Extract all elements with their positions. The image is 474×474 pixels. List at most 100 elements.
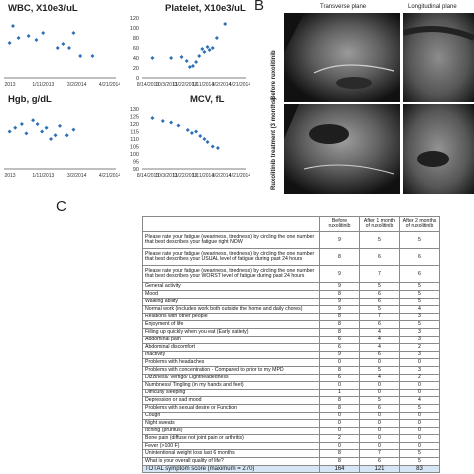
data-point: [24, 131, 29, 136]
table-row: Depression or sad mood 8 5 4: [142, 396, 440, 405]
table-row: Numbness/ Tingling (in my hands and feet…: [142, 381, 440, 390]
data-point: [169, 56, 174, 60]
symptom-score-cell: 2: [319, 434, 360, 443]
symptom-score-cell: 6: [359, 290, 400, 299]
data-point: [200, 47, 205, 51]
symptom-score-cell: 5: [399, 282, 440, 291]
symptom-label: Please rate your fatigue (weariness, tir…: [142, 231, 320, 250]
table-row: Abdominal pain 6 4 3: [142, 335, 440, 345]
symptom-score-cell: 3: [399, 335, 440, 345]
table-row: Night sweats 0 0 0: [142, 419, 440, 428]
x-tick-label: 10/3/2013: [155, 82, 177, 88]
symptom-score-cell: 8: [319, 290, 360, 299]
wbc-chart: 2013 1/11/2013 3/2/2014 4/21/2014: [4, 24, 120, 88]
table-row: Fever (>100 F) 0 0 0: [142, 441, 440, 451]
data-point: [66, 46, 71, 50]
table-row: Problems with concentration - Compared t…: [142, 365, 440, 375]
data-point: [190, 64, 195, 68]
table-row: Problems with headaches 0 0 0: [142, 358, 440, 367]
table-header-before: Before ruxolitinib: [319, 215, 360, 233]
symptom-score-cell: 5: [399, 457, 440, 466]
y-tick-label: 125: [130, 115, 139, 121]
y-tick-label: 130: [130, 107, 139, 113]
x-tick-label: 3/2/2014: [212, 173, 232, 179]
y-tick-label: 120: [130, 16, 139, 22]
y-tick-label: 95: [133, 160, 139, 166]
symptom-label: Itching (pruritus): [142, 426, 320, 436]
symptom-score-cell: 6: [359, 248, 400, 267]
data-point: [58, 123, 62, 128]
symptom-score-cell: 0: [399, 419, 440, 428]
symptom-score-cell: 8: [319, 403, 360, 413]
ultrasound-longitudinal-after: [403, 104, 474, 194]
symptom-score-cell: 9: [319, 350, 360, 360]
data-point: [207, 48, 212, 52]
symptom-score-cell: 0: [359, 388, 400, 398]
data-point: [55, 46, 60, 50]
symptom-score-cell: 8: [319, 457, 360, 466]
table-row: Cough 0 0 0: [142, 411, 440, 421]
data-point: [198, 134, 203, 138]
symptom-score-cell: 6: [359, 297, 400, 307]
symptom-score-cell: 5: [399, 320, 440, 329]
symptom-score-cell: 0: [359, 419, 400, 428]
y-tick-label: 115: [130, 130, 139, 136]
symptom-score-cell: 3: [399, 327, 440, 337]
symptom-score-cell: 5: [359, 282, 400, 291]
chart-title-wbc: WBC, X10e3/uL: [8, 3, 78, 14]
x-tick-label: 2013: [4, 82, 15, 88]
symptom-label: Enjoyment of life: [142, 320, 320, 329]
y-tick-label: 20: [133, 66, 139, 72]
symptom-score-cell: 7: [359, 449, 400, 459]
data-point: [210, 46, 215, 50]
symptom-score-cell: 9: [319, 305, 360, 314]
symptom-score-cell: 0: [359, 411, 400, 421]
table-body: Please rate your fatigue (weariness, tir…: [142, 231, 440, 474]
y-tick-label: 100: [130, 26, 139, 32]
x-tick-label: 3/2/2014: [67, 173, 87, 179]
x-tick-label: 11/22/2013: [172, 82, 197, 88]
table-row: Normal work (includes work both outside …: [142, 305, 440, 314]
symptom-score-cell: 0: [399, 358, 440, 367]
symptom-label: Problems with sexual desire or Function: [142, 403, 320, 413]
symptom-label: Problems with concentration - Compared t…: [142, 365, 320, 375]
symptom-label: Cough: [142, 411, 320, 421]
symptom-label: Normal work (includes work both outside …: [142, 305, 320, 314]
y-tick-label: 120: [130, 122, 139, 128]
ultrasound-longitudinal-before: [403, 13, 474, 102]
data-point: [210, 144, 215, 149]
data-point: [160, 119, 165, 123]
data-point: [40, 129, 45, 134]
x-tick-label: 11/22/2013: [172, 173, 197, 179]
chart-title-mcv: MCV, fL: [190, 94, 225, 105]
table-row: Abdominal discomfort 6 4 2: [142, 343, 440, 352]
us-row-label-after: Ruxolitinib treatment (3 months): [271, 97, 277, 190]
symptom-score-cell: 5: [359, 396, 400, 405]
data-point: [205, 45, 210, 49]
symptom-score-cell: 5: [359, 365, 400, 375]
symptom-score-cell: 6: [359, 320, 400, 329]
x-tick-label: 1/11/2013: [32, 173, 54, 179]
us-col-label-longitudinal: Longitudinal plane: [408, 4, 457, 10]
symptom-label: Abdominal discomfort: [142, 343, 320, 352]
table-row: Bone pain (diffuse not joint pain or art…: [142, 434, 440, 443]
symptom-score-cell: 5: [399, 231, 440, 250]
data-point: [197, 54, 202, 58]
symptom-label: Filling up quickly when you eat (Early s…: [142, 327, 320, 337]
data-point: [10, 24, 15, 28]
data-point: [150, 116, 155, 120]
symptom-label: Relations with other people: [142, 312, 320, 322]
x-tick-label: 8/14/2013: [137, 82, 159, 88]
symptom-score-cell: 6: [359, 403, 400, 413]
table-row: Mood 8 6 5: [142, 290, 440, 299]
symptom-label: Problems with headaches: [142, 358, 320, 367]
symptom-score-cell: 0: [319, 441, 360, 451]
symptom-score-cell: 4: [359, 343, 400, 352]
symptom-label: Walking ability: [142, 297, 320, 307]
data-point: [44, 125, 49, 130]
table-row: Unintentional weight loss last 6 months 8…: [142, 449, 440, 459]
symptom-score-cell: 7: [359, 312, 400, 322]
symptom-score-cell: 4: [399, 396, 440, 405]
symptom-score-cell: 7: [359, 265, 400, 284]
